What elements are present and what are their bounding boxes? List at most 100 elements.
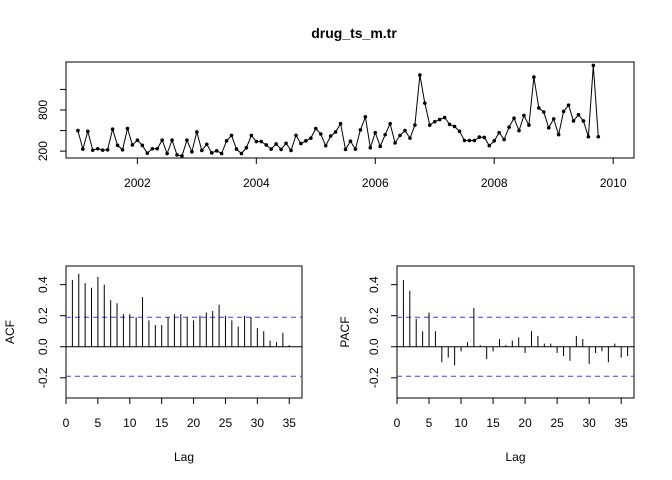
data-point bbox=[170, 138, 174, 142]
y-tick-label: -0.2 bbox=[367, 367, 381, 388]
x-tick-label: 0 bbox=[394, 416, 401, 430]
data-point bbox=[299, 141, 303, 146]
data-point bbox=[199, 148, 204, 153]
x-tick-label: 35 bbox=[283, 416, 297, 430]
y-axis-label-pacf: PACF bbox=[338, 316, 352, 347]
data-point bbox=[185, 138, 189, 142]
data-point bbox=[447, 122, 452, 127]
x-tick-label: 30 bbox=[251, 416, 265, 430]
data-point bbox=[472, 138, 477, 143]
data-point bbox=[532, 75, 536, 79]
data-point bbox=[155, 146, 159, 151]
data-point bbox=[289, 148, 293, 153]
x-tick-label: 2002 bbox=[124, 176, 151, 190]
data-point bbox=[110, 127, 115, 131]
data-point bbox=[180, 154, 184, 158]
data-point bbox=[378, 144, 383, 149]
data-point bbox=[437, 117, 442, 122]
data-point bbox=[507, 125, 511, 129]
data-point bbox=[452, 124, 457, 129]
y-axis-label-acf: ACF bbox=[3, 320, 17, 344]
y-tick-label: 800 bbox=[36, 100, 50, 120]
x-tick-label: 10 bbox=[123, 416, 137, 430]
data-point bbox=[551, 117, 556, 121]
data-point bbox=[135, 138, 140, 142]
data-point bbox=[150, 146, 155, 151]
data-point bbox=[482, 135, 487, 140]
data-point bbox=[259, 139, 264, 144]
pacf-panel: 0 5 10 15 20 25 30 35 -0.2 0.0 0.2 0.4 Lag PACF bbox=[338, 265, 635, 464]
plot-frame bbox=[65, 265, 303, 399]
data-point bbox=[462, 138, 467, 143]
data-point bbox=[383, 132, 387, 137]
x-tick-label: 30 bbox=[582, 416, 596, 430]
data-point bbox=[309, 136, 313, 140]
x-tick-label: 10 bbox=[454, 416, 468, 430]
data-point bbox=[279, 147, 283, 152]
y-tick-label: 0.2 bbox=[36, 307, 50, 324]
data-point bbox=[269, 147, 273, 151]
data-point bbox=[561, 109, 566, 114]
y-tick-label: 0.2 bbox=[367, 307, 381, 324]
data-point bbox=[284, 141, 288, 146]
y-tick-label: 0.4 bbox=[367, 276, 381, 293]
data-point bbox=[86, 129, 90, 134]
x-tick-label: 15 bbox=[486, 416, 500, 430]
data-point bbox=[566, 103, 571, 107]
data-point bbox=[323, 143, 328, 148]
data-point bbox=[497, 130, 501, 135]
data-point bbox=[140, 143, 145, 148]
data-point bbox=[358, 128, 363, 132]
x-tick-label: 2010 bbox=[600, 176, 627, 190]
data-point bbox=[492, 139, 497, 143]
data-point bbox=[100, 148, 105, 152]
data-point bbox=[249, 133, 254, 138]
data-point bbox=[546, 126, 551, 130]
x-axis-label: Lag bbox=[174, 450, 194, 464]
data-point bbox=[512, 116, 516, 121]
x-tick-label: 5 bbox=[426, 416, 433, 430]
data-point bbox=[294, 133, 298, 138]
data-point bbox=[487, 143, 492, 148]
data-point bbox=[403, 128, 407, 133]
data-point bbox=[76, 128, 80, 133]
data-point bbox=[244, 145, 249, 150]
data-point bbox=[477, 135, 482, 139]
data-point bbox=[591, 63, 596, 68]
data-point bbox=[234, 147, 239, 151]
data-point bbox=[571, 119, 576, 123]
data-point bbox=[467, 138, 472, 143]
x-tick-label: 25 bbox=[550, 416, 564, 430]
data-point bbox=[457, 129, 462, 134]
x-tick-label: 2008 bbox=[481, 176, 508, 190]
y-tick-label: 0.0 bbox=[367, 338, 381, 355]
plot-frame bbox=[396, 265, 635, 399]
data-point bbox=[130, 143, 135, 147]
data-point bbox=[353, 147, 358, 151]
data-point bbox=[343, 147, 348, 152]
data-point bbox=[81, 147, 85, 151]
data-point bbox=[413, 123, 417, 127]
data-point bbox=[373, 130, 378, 135]
plot-frame bbox=[65, 61, 635, 159]
data-point bbox=[338, 121, 343, 126]
data-point bbox=[165, 151, 169, 156]
data-point bbox=[120, 147, 125, 152]
data-point bbox=[214, 149, 219, 153]
data-point bbox=[576, 113, 581, 117]
data-point bbox=[145, 151, 150, 155]
data-point bbox=[427, 123, 432, 127]
x-tick-label: 35 bbox=[615, 416, 629, 430]
data-point bbox=[393, 141, 397, 145]
y-tick-label: 0.0 bbox=[36, 338, 50, 355]
data-point bbox=[95, 146, 100, 151]
data-point bbox=[105, 147, 110, 152]
data-point bbox=[537, 106, 541, 110]
data-point bbox=[318, 132, 323, 136]
data-point bbox=[368, 145, 373, 150]
acf-panel: 0 5 10 15 20 25 30 35 -0.2 0.0 0.2 0.4 Lag ACF bbox=[3, 265, 303, 464]
data-point bbox=[541, 110, 546, 114]
data-point bbox=[333, 130, 338, 134]
data-point bbox=[160, 138, 164, 142]
